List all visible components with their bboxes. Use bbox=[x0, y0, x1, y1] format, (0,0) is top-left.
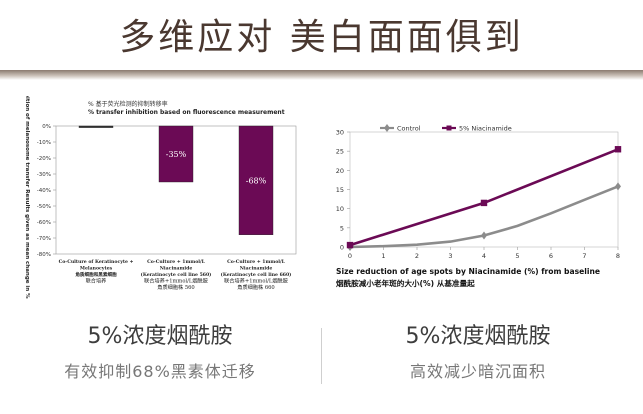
data-point-square bbox=[346, 241, 354, 249]
y-tick-label: 25 bbox=[336, 148, 344, 156]
category-label-line: 角质细胞株 560 bbox=[157, 283, 195, 291]
y-tick-label: 15 bbox=[336, 186, 344, 194]
right-caption-title: 5%浓度烟酰胺 bbox=[405, 324, 551, 349]
y-tick-label: -80% bbox=[37, 252, 51, 258]
x-tick-label: 1 bbox=[381, 252, 385, 260]
y-tick-label: -10% bbox=[37, 140, 51, 146]
x-tick-label: 5 bbox=[515, 252, 519, 260]
bar-2 bbox=[158, 125, 194, 183]
left-caption: 5%浓度烟酰胺 有效抑制68%黑素体迁移 bbox=[10, 318, 310, 382]
data-point-square bbox=[480, 199, 488, 207]
y-tick-label: 30 bbox=[336, 129, 344, 137]
category-label-line: Co-Culture + 1mmol/L bbox=[227, 259, 286, 265]
category-label-line: Niacinamide bbox=[160, 266, 193, 272]
y-tick-label: 0 bbox=[340, 244, 344, 252]
series-line-2 bbox=[348, 147, 620, 247]
page-headline: 多维应对 美白面面俱到 bbox=[119, 17, 524, 58]
y-tick-label: -20% bbox=[37, 156, 51, 162]
left-caption-subtitle: 有效抑制68%黑素体迁移 bbox=[64, 362, 256, 381]
category-label-line: Melanocytes bbox=[80, 266, 113, 272]
category-label-line: 角质细胞株 660 bbox=[237, 283, 275, 291]
category-label-line: 联合培养 bbox=[86, 277, 107, 285]
y-tick-label: -70% bbox=[37, 236, 51, 242]
y-tick-label: -40% bbox=[37, 188, 51, 194]
x-axis-label-cn: 烟酰胺减小老年斑的大小(%) 从基准量起 bbox=[336, 278, 475, 288]
category-label-line: Co-Culture of Keratinocyte + bbox=[59, 259, 134, 265]
y-tick-label: -60% bbox=[37, 220, 51, 226]
legend-swatch-marker bbox=[384, 124, 390, 132]
y-tick-label: 20 bbox=[336, 167, 344, 175]
bar-value-label: -68% bbox=[246, 176, 267, 185]
x-tick-label: 8 bbox=[616, 252, 620, 260]
y-tick-label: 10 bbox=[336, 205, 344, 213]
bar-value-label: -35% bbox=[166, 150, 187, 159]
x-axis-label: Size reduction of age spots by Niacinami… bbox=[336, 267, 600, 276]
x-tick-label: 7 bbox=[582, 252, 586, 260]
melanosome-transfer-bar-chart: % 基于荧光检测的抑制转移率% transfer inhibition base… bbox=[24, 96, 297, 299]
x-tick-label: 0 bbox=[348, 252, 352, 260]
x-tick-label: 6 bbox=[549, 252, 553, 260]
chart-title: % transfer inhibition based on fluoresce… bbox=[88, 109, 285, 116]
y-tick-label: 0% bbox=[42, 124, 51, 130]
left-caption-title: 5%浓度烟酰胺 bbox=[87, 324, 233, 349]
legend-label: Control bbox=[397, 125, 421, 133]
legend-label: 5% Niacinamide bbox=[459, 125, 512, 133]
category-label-line: 角质细胞和黑素细胞 bbox=[75, 271, 117, 278]
category-label-line: Niacinamide bbox=[240, 266, 273, 272]
category-label-line: 联合培养+1mmol/L烟酰胺 bbox=[144, 277, 208, 285]
category-label-line: (Keratinocyte cell line 560) bbox=[141, 271, 212, 278]
y-axis-label: Inhibition of melanosome transfer Result… bbox=[24, 96, 30, 299]
category-label-line: Co-Culture + 1mmol/L bbox=[147, 259, 206, 265]
caption-divider bbox=[321, 328, 322, 384]
header-divider bbox=[0, 70, 643, 80]
chart-title-cn: % 基于荧光检测的抑制转移率 bbox=[88, 100, 168, 108]
category-label-line: 联合培养+1mmol/L烟酰胺 bbox=[224, 277, 288, 285]
right-caption-subtitle: 高效减少暗沉面积 bbox=[409, 362, 546, 381]
bar-1 bbox=[78, 125, 114, 128]
data-point-diamond bbox=[481, 231, 487, 240]
legend-swatch-marker bbox=[446, 125, 452, 131]
data-point-diamond bbox=[615, 182, 621, 191]
x-tick-label: 3 bbox=[448, 252, 452, 260]
category-label-line: (Keratinocyte cell line 660) bbox=[221, 271, 292, 278]
x-tick-label: 4 bbox=[482, 252, 486, 260]
x-tick-label: 2 bbox=[415, 252, 419, 260]
age-spot-line-chart: 0 5 10 15 20 25 30 0 1 2 3 4 5 6 7 8 Control 5% Niacinami… bbox=[336, 124, 622, 288]
right-caption: 5%浓度烟酰胺 高效减少暗沉面积 bbox=[328, 318, 628, 382]
data-point-square bbox=[614, 146, 622, 153]
y-tick-label: -30% bbox=[37, 172, 51, 178]
bar-3 bbox=[238, 125, 274, 236]
plot-area-frame bbox=[349, 131, 619, 248]
y-tick-label: -50% bbox=[37, 204, 51, 210]
y-tick-label: 5 bbox=[340, 224, 344, 232]
